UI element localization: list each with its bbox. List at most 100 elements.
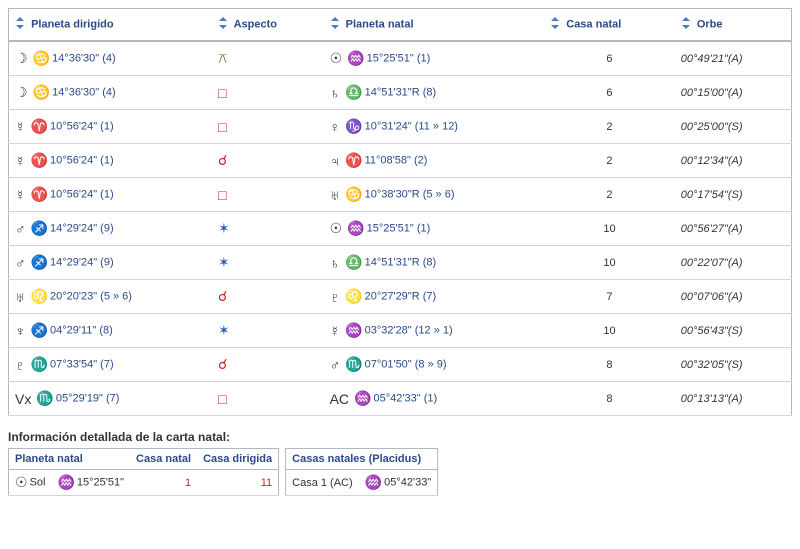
sign-icon: ♈ (31, 186, 48, 203)
aspecto-cell: ✶ (212, 212, 324, 246)
table-header-row: Planeta dirigido Aspecto Planeta natal C… (9, 9, 792, 42)
planet-icon: ♅ (330, 187, 341, 203)
position-text: 11°08'58" (2) (365, 155, 428, 167)
orbe-text: 00°25'00"(S) (681, 121, 743, 133)
position-text: 10°56'24" (1) (50, 155, 114, 167)
position-text: 20°20'23" (5 » 6) (50, 291, 132, 303)
orbe-cell: 00°17'54"(S) (675, 178, 792, 212)
orbe-text: 00°49'21"(A) (681, 53, 743, 65)
planeta-dirigido-cell: ☽ ♋14°36'30" (4) (9, 41, 212, 76)
planet-icon: ♂ (15, 255, 26, 271)
col-orbe[interactable]: Orbe (675, 9, 792, 42)
sign-icon: ♋ (345, 186, 362, 203)
sign-icon: ♒ (345, 322, 362, 339)
planeta-natal-cell: ♀ ♑10°31'24" (11 » 12) (324, 110, 545, 144)
aspecto-cell: ☌ (212, 348, 324, 382)
planet-icon: ♂ (15, 221, 26, 237)
table-row: ♂ ♐14°29'24" (9)✶♄ ♎14°51'31"R (8)1000°2… (9, 246, 792, 280)
position-text: 05°29'19" (7) (56, 393, 120, 405)
aspects-table: Planeta dirigido Aspecto Planeta natal C… (8, 8, 792, 416)
sign-icon: ♒ (354, 390, 371, 407)
planeta-natal-cell: ♄ ♎14°51'31"R (8) (324, 76, 545, 110)
aspect-icon: □ (218, 119, 226, 135)
col-casa-dirigida[interactable]: Casa dirigida (197, 449, 279, 470)
casa-natal-cell: 6 (544, 41, 675, 76)
position-text: 15°25'51" (1) (367, 223, 431, 235)
planet-icon: ♀ (330, 119, 341, 135)
planet-icon: ♃ (330, 153, 341, 169)
col-planeta-natal[interactable]: Planeta natal (9, 449, 131, 470)
col-planeta-dirigido[interactable]: Planeta dirigido (9, 9, 212, 42)
natal-planets-table: Planeta natal Casa natal Casa dirigida ☉… (8, 448, 279, 496)
aspect-icon: ☌ (218, 288, 227, 304)
table-row: ☿ ♈10°56'24" (1)☌♃ ♈11°08'58" (2)200°12'… (9, 144, 792, 178)
position-text: 14°36'30" (4) (52, 87, 116, 99)
planet-icon: ☉ (330, 50, 343, 67)
planeta-dirigido-cell: ♇ ♏07°33'54" (7) (9, 348, 212, 382)
aspecto-cell: ⚻ (212, 41, 324, 76)
natal-houses-table: Casas natales (Placidus) Casa 1 (AC) ♒05… (285, 448, 438, 496)
casa-natal-cell: 2 (544, 178, 675, 212)
casa-natal-cell: 7 (544, 280, 675, 314)
aquarius-icon: ♒ (57, 474, 74, 491)
col-casa-natal[interactable]: Casa natal (544, 9, 675, 42)
table-row: ☽ ♋14°36'30" (4)⚻☉ ♒15°25'51" (1)600°49'… (9, 41, 792, 76)
aquarius-icon: ♒ (365, 474, 382, 491)
orbe-cell: 00°22'07"(A) (675, 246, 792, 280)
sort-icon (681, 17, 691, 32)
sort-icon (218, 17, 228, 32)
sort-icon (330, 17, 340, 32)
aspecto-cell: ☌ (212, 144, 324, 178)
position-text: 10°31'24" (11 » 12) (365, 121, 458, 133)
planeta-dirigido-cell: Vx ♏05°29'19" (7) (9, 382, 212, 416)
position-text: 14°29'24" (9) (50, 257, 114, 269)
casa-natal-cell: 1 (130, 470, 197, 496)
orbe-cell: 00°15'00"(A) (675, 76, 792, 110)
planet-icon: ♅ (15, 289, 26, 305)
orbe-cell: 00°49'21"(A) (675, 41, 792, 76)
planeta-dirigido-cell: ☽ ♋14°36'30" (4) (9, 76, 212, 110)
table-row: ☉Sol ♒15°25'51" 1 11 (9, 470, 279, 496)
planet-icon: ☿ (15, 187, 26, 203)
planet-label: Sol (30, 476, 46, 488)
casa-natal-cell: 8 (544, 348, 675, 382)
header-label: Planeta natal (346, 18, 414, 30)
planeta-dirigido-cell: ☿ ♈10°56'24" (1) (9, 178, 212, 212)
sign-icon: ♎ (345, 84, 362, 101)
planeta-natal-cell: ♇ ♌20°27'29"R (7) (324, 280, 545, 314)
sign-icon: ♒ (347, 50, 364, 67)
sign-icon: ♋ (33, 84, 50, 101)
aspect-icon: ⚻ (218, 50, 227, 66)
house-position-cell: ♒05°42'33" (359, 470, 438, 496)
planeta-natal-cell: AC ♒05°42'33" (1) (324, 382, 545, 416)
planet-icon: ♂ (330, 357, 341, 373)
sign-icon: ♏ (345, 356, 362, 373)
planeta-dirigido-cell: ♂ ♐14°29'24" (9) (9, 246, 212, 280)
position-cell: ♒15°25'51" (51, 470, 130, 496)
sun-icon: ☉ (15, 474, 28, 491)
header-label: Aspecto (234, 18, 277, 30)
position-text: 10°38'30"R (5 » 6) (365, 189, 455, 201)
house-label-cell: Casa 1 (AC) (286, 470, 359, 496)
planeta-natal-cell: ♄ ♎14°51'31"R (8) (324, 246, 545, 280)
table-row: ♂ ♐14°29'24" (9)✶☉ ♒15°25'51" (1)1000°56… (9, 212, 792, 246)
position-text: 10°56'24" (1) (50, 189, 114, 201)
casa-natal-cell: 10 (544, 246, 675, 280)
col-aspecto[interactable]: Aspecto (212, 9, 324, 42)
position-text: 14°51'31"R (8) (365, 87, 437, 99)
orbe-cell: 00°12'34"(A) (675, 144, 792, 178)
col-planeta-natal[interactable]: Planeta natal (324, 9, 545, 42)
table-row: ☽ ♋14°36'30" (4)□♄ ♎14°51'31"R (8)600°15… (9, 76, 792, 110)
planet-icon: ♄ (330, 85, 341, 101)
col-casas-natales[interactable]: Casas natales (Placidus) (286, 449, 438, 470)
table-row: ♅ ♌20°20'23" (5 » 6)☌♇ ♌20°27'29"R (7)70… (9, 280, 792, 314)
position-text: 14°36'30" (4) (52, 53, 116, 65)
position-text: 15°25'51" (77, 476, 124, 488)
planeta-natal-cell: ♃ ♈11°08'58" (2) (324, 144, 545, 178)
planeta-dirigido-cell: ♅ ♌20°20'23" (5 » 6) (9, 280, 212, 314)
header-label: Casa natal (566, 18, 621, 30)
aspect-icon: □ (218, 187, 226, 203)
col-casa-natal[interactable]: Casa natal (130, 449, 197, 470)
table-row: ☿ ♈10°56'24" (1)□♀ ♑10°31'24" (11 » 12)2… (9, 110, 792, 144)
header-label: Orbe (697, 18, 723, 30)
